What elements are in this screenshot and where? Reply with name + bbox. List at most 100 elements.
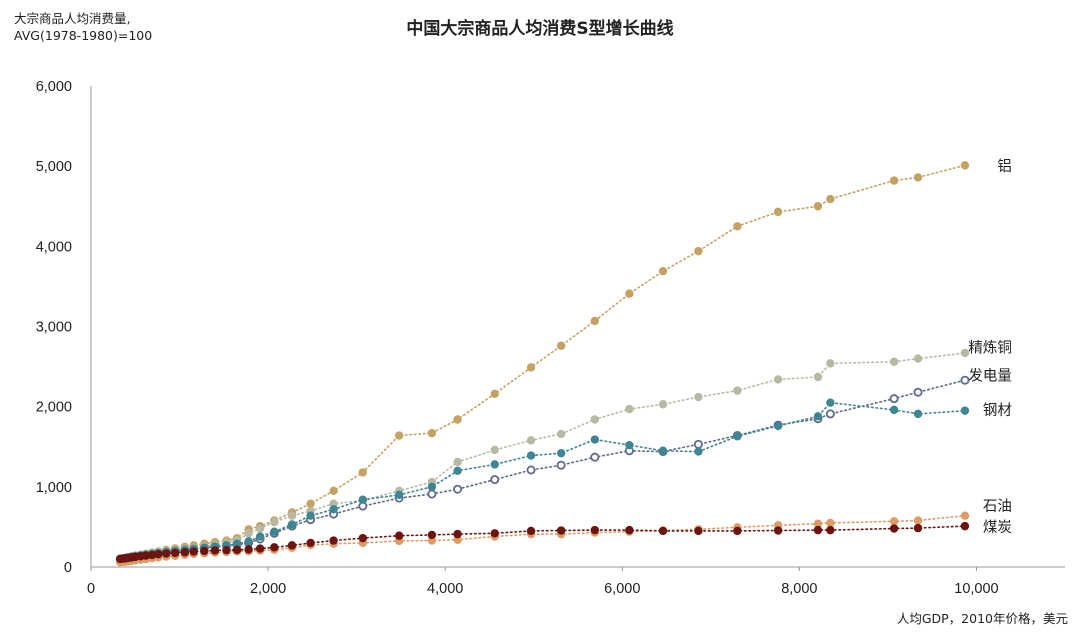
data-point: [453, 484, 463, 494]
data-point: [590, 316, 600, 326]
data-point: [658, 446, 668, 455]
data-point: [826, 194, 835, 204]
data-point: [329, 536, 338, 545]
data-point: [358, 533, 368, 543]
data-point: [889, 405, 899, 415]
data-point: [490, 460, 499, 469]
data-point: [658, 266, 668, 276]
data-point: [427, 489, 437, 499]
y-tick-label: 6,000: [36, 79, 72, 95]
y-axis-unit-line2: AVG(1978-1980)=100: [14, 28, 153, 43]
data-point: [244, 529, 253, 538]
data-point: [287, 520, 297, 529]
data-point: [255, 524, 265, 533]
data-point: [913, 387, 923, 397]
series-label: 石油: [983, 498, 1012, 515]
data-point: [913, 516, 923, 525]
x-tick-label: 4,000: [427, 581, 463, 597]
y-tick-label: 2,000: [36, 400, 72, 416]
data-point: [244, 537, 253, 546]
data-point: [590, 415, 600, 424]
data-point: [826, 398, 835, 407]
data-point: [813, 202, 823, 211]
data-point: [453, 529, 462, 539]
data-point: [453, 466, 462, 475]
data-point: [960, 406, 970, 415]
data-point: [526, 363, 536, 372]
data-point: [526, 465, 536, 475]
x-axis-label: 人均GDP，2010年价格，美元: [896, 611, 1068, 626]
data-point: [329, 486, 338, 496]
data-point: [773, 421, 783, 431]
data-point: [889, 517, 899, 526]
data-point: [526, 436, 536, 445]
data-point: [590, 452, 600, 462]
data-point: [813, 525, 823, 535]
y-tick-label: 0: [64, 560, 72, 576]
data-point: [232, 539, 242, 548]
data-point: [625, 404, 634, 414]
data-point: [658, 400, 668, 409]
data-point: [244, 545, 253, 554]
data-point: [658, 526, 668, 536]
data-point: [270, 527, 279, 536]
series-label: 煤炭: [983, 519, 1012, 536]
data-point: [913, 173, 923, 182]
data-point: [232, 545, 242, 555]
series-line: [119, 352, 966, 560]
data-point: [427, 428, 437, 438]
data-point: [625, 440, 634, 450]
data-point: [773, 526, 783, 535]
data-point: [826, 518, 835, 528]
series-line: [119, 164, 966, 560]
y-axis-unit-line1: 大宗商品人均消费量,: [14, 11, 131, 26]
y-tick-label: 4,000: [36, 239, 72, 255]
data-point: [154, 549, 163, 559]
data-point: [773, 207, 783, 217]
data-point: [189, 547, 198, 556]
data-point: [170, 548, 180, 558]
data-point: [813, 372, 823, 382]
x-tick-label: 2,000: [250, 581, 286, 597]
series-line: [119, 525, 966, 560]
data-point: [960, 375, 970, 385]
data-point: [141, 551, 151, 560]
data-point: [556, 341, 566, 350]
data-point: [210, 546, 220, 555]
data-point: [147, 550, 157, 560]
y-tick-label: 5,000: [36, 159, 72, 175]
data-point: [590, 435, 600, 444]
data-point: [255, 544, 265, 553]
data-point: [913, 523, 923, 533]
data-point: [556, 526, 566, 535]
series-line: [119, 379, 966, 560]
data-point: [694, 447, 703, 456]
data-point: [490, 389, 499, 399]
data-point: [270, 517, 279, 527]
series-label: 钢材: [983, 402, 1012, 419]
data-point: [287, 541, 297, 550]
data-point: [693, 439, 703, 449]
data-point: [453, 457, 462, 467]
data-point: [358, 495, 368, 504]
data-point: [826, 359, 835, 368]
data-point: [200, 546, 209, 556]
data-point: [556, 429, 566, 439]
data-point: [453, 415, 462, 424]
data-point: [825, 409, 835, 419]
data-point: [490, 445, 499, 455]
series-label: 铝: [997, 158, 1012, 175]
data-point: [733, 222, 742, 231]
y-tick-label: 3,000: [36, 320, 72, 336]
data-point: [222, 545, 231, 555]
data-point: [813, 519, 823, 528]
data-point: [490, 529, 499, 538]
data-point: [556, 460, 566, 470]
data-point: [329, 505, 338, 514]
x-tick-label: 6,000: [604, 581, 640, 597]
data-point: [960, 161, 970, 170]
data-point: [889, 176, 899, 185]
data-point: [306, 499, 315, 508]
x-tick-label: 10,000: [954, 581, 998, 597]
data-point: [556, 448, 566, 458]
